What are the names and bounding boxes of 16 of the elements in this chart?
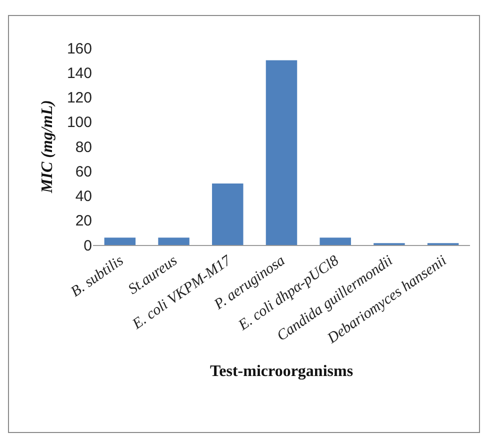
y-tick-label: 140: [66, 64, 92, 82]
x-axis-title: Test-microorganisms: [210, 363, 354, 380]
y-tick-label: 100: [66, 114, 92, 132]
y-axis-title: MIC (mg/mL): [38, 100, 56, 194]
bar: [104, 238, 136, 245]
bar: [158, 238, 190, 245]
bar: [320, 238, 351, 245]
y-tick-label: 20: [75, 212, 92, 230]
bar: [266, 60, 298, 245]
y-tick-label: 120: [66, 90, 92, 106]
y-tick-label: 160: [66, 40, 92, 58]
y-tick-label: 40: [75, 188, 92, 205]
y-tick-label: 0: [84, 237, 92, 254]
bar: [212, 183, 244, 245]
y-tick-label: 60: [75, 163, 92, 180]
y-tick-label: 80: [75, 138, 92, 156]
